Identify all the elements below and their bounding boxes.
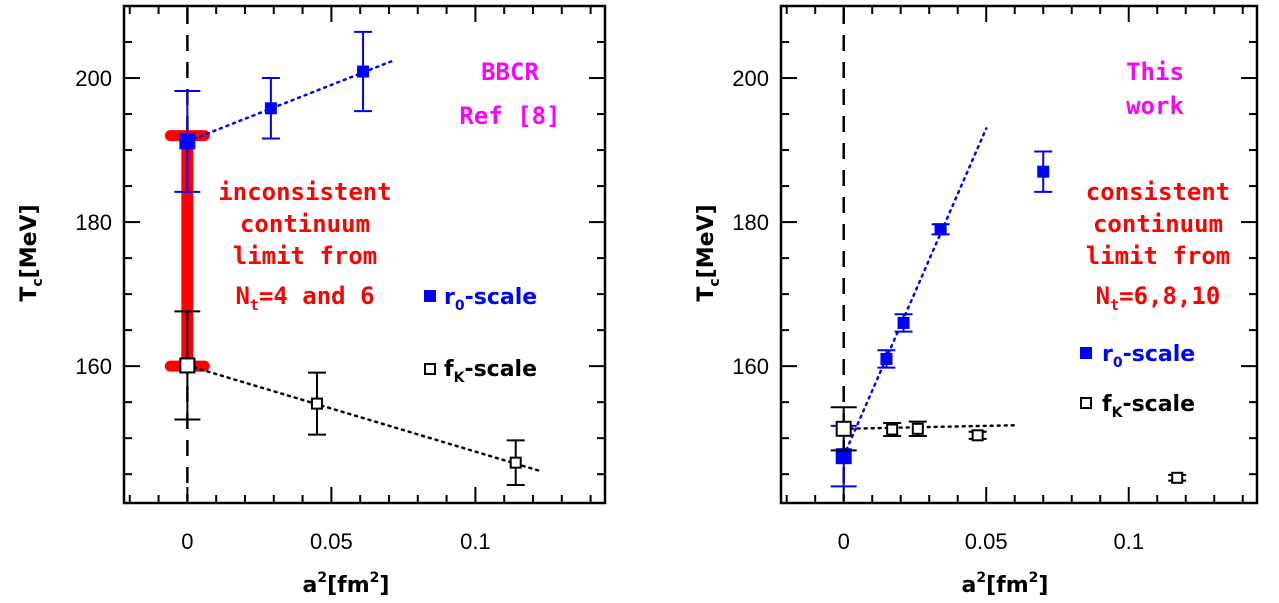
right-panel: 0 0.05 0.1 160 180 200 This work consistent conti…	[694, 4, 1259, 598]
annotation-line: consistent	[1086, 178, 1231, 206]
r0-data-point	[897, 316, 910, 329]
legend-marker-fk	[1080, 397, 1092, 409]
plot-frame	[779, 4, 1259, 505]
y-axis-label: Tc[MeV]	[17, 204, 46, 301]
legend-label-main: f	[444, 357, 454, 382]
legend-marker-r0	[424, 290, 436, 302]
fk-data-point	[911, 422, 924, 435]
y-tick-label: 180	[75, 210, 112, 235]
panel-title: BBCR Ref [8]	[459, 58, 560, 130]
y-tick-label: 180	[732, 210, 769, 235]
legend-label-main: r	[1102, 342, 1113, 367]
legend-label-main: f	[1102, 392, 1112, 417]
x-label-base: a	[962, 573, 977, 598]
x-label-sup: 2	[976, 570, 986, 586]
annotation-n: N	[1096, 282, 1110, 310]
annotation-last-line: Nt=6,8,10	[1096, 282, 1221, 314]
x-label-bracket: [fm	[327, 573, 370, 598]
fk-data-point	[509, 456, 522, 469]
annotation-rest: =4 and 6	[259, 282, 375, 310]
x-label-bracket: [fm	[986, 573, 1029, 598]
annotation-last-line: Nt=4 and 6	[235, 282, 374, 314]
panel-title-line: BBCR	[481, 58, 539, 86]
x-label-sup: 2	[317, 570, 327, 586]
continuum-annotation: inconsistent continuum limit from	[218, 178, 391, 270]
legend-label-fk: fK-scale	[444, 357, 537, 386]
legend-label-main: r	[444, 285, 455, 310]
annotation-sub: t	[250, 296, 259, 314]
fk-data-point	[886, 423, 899, 436]
legend-label-sub: K	[454, 370, 466, 386]
panel-title-line: This	[1126, 58, 1184, 86]
r0-data-point	[880, 352, 893, 365]
legend-label-fk: fK-scale	[1102, 392, 1195, 421]
r0-data-point	[179, 133, 196, 150]
r0-data-point	[357, 65, 370, 78]
x-label-close: ]	[1038, 573, 1048, 598]
legend-label-r0: r0-scale	[1102, 342, 1195, 371]
annotation-sub: t	[1110, 296, 1119, 314]
y-tick-label: 160	[732, 354, 769, 379]
legend-label-sub: K	[1112, 405, 1124, 421]
annotation-line: inconsistent	[218, 178, 391, 206]
left-panel: 0 0.05 0.1 160 180 200 BBCR Ref [8] inconsistent…	[17, 4, 607, 598]
y-tick-label: 200	[75, 66, 112, 91]
fk-fit-line	[842, 423, 1019, 431]
legend-label-sub: 0	[455, 298, 465, 314]
y-label-base: T	[17, 287, 42, 302]
annotation-rest: =6,8,10	[1119, 282, 1220, 310]
x-axis-label: a2[fm2]	[962, 570, 1049, 598]
legend-label-sub: 0	[1113, 355, 1123, 371]
y-tick-label: 160	[75, 354, 112, 379]
legend-marker-fk	[424, 363, 436, 375]
annotation-line: limit from	[233, 242, 378, 270]
r0-data-point	[1037, 165, 1050, 178]
annotation-line: continuum	[240, 210, 370, 238]
x-tick-label: 0.05	[310, 529, 353, 554]
legend-label-r0: r0-scale	[444, 285, 537, 314]
y-axis-label: Tc[MeV]	[694, 204, 723, 301]
panel-title: This work	[1126, 58, 1184, 120]
fk-data-point	[179, 357, 196, 374]
x-tick-label: 0.1	[1113, 529, 1144, 554]
x-tick-label: 0.05	[965, 529, 1008, 554]
x-tick-label: 0.1	[460, 529, 491, 554]
y-label-rest: [MeV]	[17, 204, 42, 278]
legend-marker-r0	[1080, 347, 1092, 359]
x-tick-label: 0	[181, 529, 193, 554]
legend-label-rest: -scale	[464, 357, 537, 382]
legend-label-rest: -scale	[1123, 342, 1196, 367]
x-label-bracket-sup: 2	[1029, 570, 1039, 586]
fk-data-point	[835, 420, 852, 437]
y-label-sub: c	[707, 278, 723, 286]
y-label-rest: [MeV]	[694, 204, 719, 278]
r0-data-point	[934, 223, 947, 236]
r0-fit-line	[842, 127, 988, 458]
y-tick-label: 200	[732, 66, 769, 91]
x-label-base: a	[303, 573, 318, 598]
x-tick-label: 0	[838, 529, 850, 554]
plot-frame	[122, 4, 607, 505]
annotation-line: limit from	[1086, 242, 1231, 270]
r0-data-point	[264, 102, 277, 115]
fk-fit-line	[186, 364, 541, 472]
x-axis-label: a2[fm2]	[303, 570, 390, 598]
x-label-close: ]	[379, 573, 389, 598]
annotation-n: N	[235, 282, 249, 310]
fk-data-point	[1171, 471, 1184, 484]
y-label-sub: c	[30, 278, 46, 286]
fk-data-point	[971, 429, 984, 442]
fk-data-point	[310, 397, 323, 410]
panel-title-line: work	[1126, 92, 1184, 120]
legend-label-rest: -scale	[1122, 392, 1195, 417]
r0-fit-line	[186, 58, 396, 143]
legend-label-rest: -scale	[465, 285, 538, 310]
y-label-base: T	[694, 287, 719, 302]
continuum-annotation: consistent continuum limit from	[1086, 178, 1231, 270]
x-label-bracket-sup: 2	[370, 570, 380, 586]
annotation-line: continuum	[1093, 210, 1223, 238]
panel-title-line: Ref [8]	[459, 102, 560, 130]
